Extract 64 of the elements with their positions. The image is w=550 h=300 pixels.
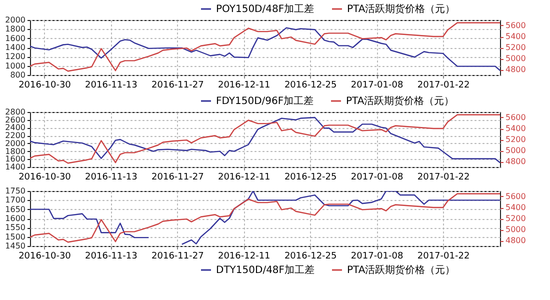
x-tick-label: 2017-01-08: [350, 172, 404, 182]
y-tick-label: 1200: [5, 52, 26, 62]
y-tick-label: 1000: [5, 61, 26, 70]
x-tick-label: 2017-01-22: [417, 252, 470, 262]
x-tick-label: 2017-01-08: [350, 252, 404, 262]
y-tick-label: 1600: [5, 154, 26, 164]
y2-tick-label: 5000: [506, 54, 526, 63]
y-tick-label: 1750: [5, 186, 26, 196]
y-tick-label: 2600: [5, 115, 26, 124]
y-tick-label: 1800: [5, 146, 26, 156]
y-tick-label: 2000: [5, 138, 26, 148]
legend-label: PTA活跃期货价格（元）: [347, 264, 456, 276]
x-tick-label: 2016-10-30: [18, 172, 72, 182]
legend-label: DTY150D/48F加工差: [216, 264, 315, 276]
y-tick-label: 1450: [5, 242, 26, 250]
x-tick-label: 2017-01-08: [350, 80, 404, 90]
x-tick-label: 2016-12-11: [218, 80, 270, 90]
x-tick-label: 2016-12-25: [284, 80, 337, 90]
x-tick-label: 2016-10-30: [18, 80, 72, 90]
x-tick-label: 2016-11-27: [152, 80, 204, 90]
y-tick-label: 1600: [5, 214, 26, 223]
y-tick-label: 1400: [5, 43, 26, 52]
x-tick-label: 2017-01-22: [417, 80, 470, 90]
legend-label: PTA活跃期货价格（元）: [347, 3, 456, 15]
y-tick-label: 1550: [5, 223, 26, 232]
x-tick-label: 2017-01-22: [417, 172, 470, 182]
y2-tick-label: 5400: [506, 32, 526, 41]
x-tick-label: 2016-11-27: [152, 252, 204, 262]
y2-tick-label: 4800: [506, 236, 526, 245]
x-tick-label: 2016-12-25: [284, 252, 337, 262]
y-tick-label: 1650: [5, 204, 26, 214]
y-tick-label: 1800: [5, 24, 26, 34]
y2-tick-label: 5200: [506, 135, 526, 144]
x-tick-label: 2016-10-30: [18, 252, 72, 262]
y-tick-label: 1500: [5, 232, 26, 242]
y2-tick-label: 5000: [506, 146, 526, 155]
x-tick-label: 2016-11-13: [85, 80, 138, 90]
y-tick-label: 1600: [5, 34, 26, 43]
y-tick-label: 2200: [5, 131, 26, 140]
x-tick-label: 2016-11-27: [152, 172, 204, 182]
y-tick-label: 2000: [5, 16, 26, 24]
y-tick-label: 1400: [5, 162, 26, 172]
y-tick-label: 800: [10, 70, 26, 80]
x-tick-label: 2016-12-11: [218, 172, 270, 182]
y2-tick-label: 4800: [506, 157, 526, 166]
x-tick-label: 2016-12-25: [284, 172, 337, 182]
x-tick-label: 2016-11-13: [85, 172, 138, 182]
x-tick-label: 2016-11-13: [85, 252, 138, 262]
y-tick-label: 1700: [5, 196, 26, 205]
y2-tick-label: 5200: [506, 43, 526, 52]
legend-label: PTA活跃期货价格（元）: [346, 95, 454, 107]
legend-label: FDY150D/96F加工差: [216, 95, 314, 107]
x-tick-label: 2016-12-11: [218, 252, 270, 262]
y-tick-label: 2400: [5, 123, 26, 132]
y2-tick-label: 5600: [506, 113, 526, 122]
y2-tick-label: 5600: [506, 192, 526, 201]
y2-tick-label: 5200: [506, 214, 526, 223]
y2-tick-label: 5000: [506, 225, 526, 234]
y2-tick-label: 5400: [506, 124, 526, 133]
y2-tick-label: 5600: [506, 21, 526, 30]
y2-tick-label: 5400: [506, 203, 526, 212]
y2-tick-label: 4800: [506, 65, 526, 74]
y-tick-label: 2800: [5, 108, 26, 116]
legend-label: POY150D/48F加工差: [216, 3, 314, 15]
